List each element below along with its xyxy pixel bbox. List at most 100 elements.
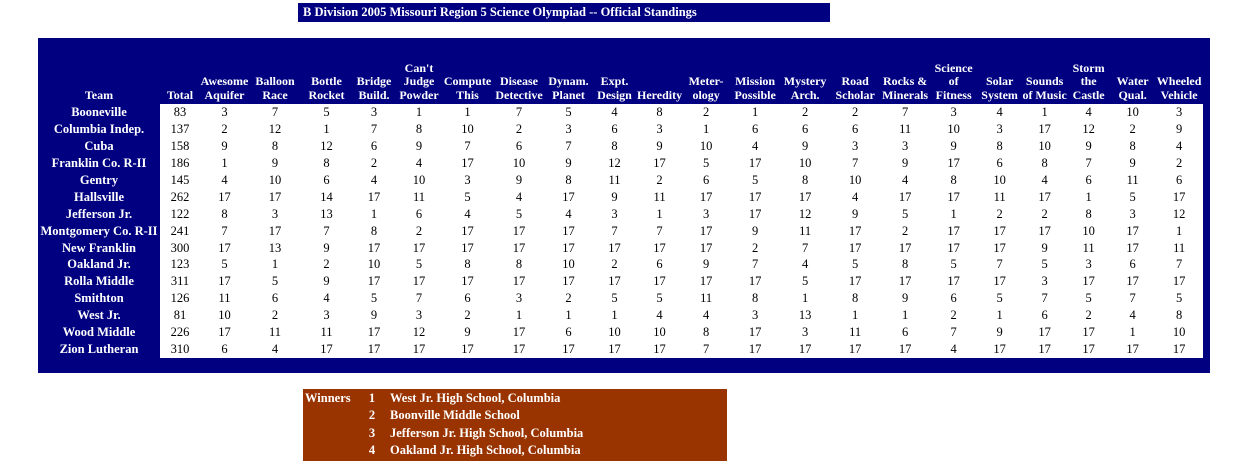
team-name-cell: Jefferson Jr. — [38, 205, 160, 223]
column-header: Sounds of Music — [1022, 38, 1068, 104]
score-cell: 17 — [352, 324, 396, 342]
score-cell: 9 — [1155, 120, 1204, 138]
column-header: Water Qual. — [1110, 38, 1156, 104]
score-cell: 7 — [730, 256, 781, 274]
score-cell: 17 — [352, 188, 396, 206]
score-cell: 1 — [200, 154, 249, 172]
score-cell: 9 — [493, 171, 545, 189]
score-cell: 3 — [1067, 256, 1111, 274]
score-cell: 1 — [493, 307, 545, 325]
score-cell: 17 — [977, 239, 1023, 257]
total-cell: 126 — [160, 290, 200, 308]
score-cell: 17 — [442, 273, 493, 291]
column-header: Can't Judge Powder — [396, 38, 442, 104]
score-cell: 3 — [1022, 273, 1068, 291]
score-cell: 10 — [682, 137, 731, 155]
score-cell: 17 — [545, 188, 592, 206]
score-cell: 10 — [249, 171, 301, 189]
score-cell: 8 — [352, 222, 396, 240]
score-cell: 2 — [780, 104, 831, 121]
score-cell: 17 — [930, 188, 978, 206]
column-header: Bridge Build. — [352, 38, 396, 104]
score-cell: 7 — [780, 239, 831, 257]
score-cell: 5 — [1110, 188, 1156, 206]
score-cell: 3 — [730, 307, 781, 325]
score-cell: 12 — [249, 120, 301, 138]
score-cell: 3 — [977, 120, 1023, 138]
score-cell: 9 — [730, 222, 781, 240]
score-cell: 17 — [1155, 341, 1204, 359]
column-header: Expt. Design — [592, 38, 637, 104]
team-name-cell: Cuba — [38, 137, 160, 155]
score-cell: 2 — [352, 154, 396, 172]
column-header: Rocks & Minerals — [880, 38, 931, 104]
score-cell: 17 — [545, 341, 592, 359]
winner-school: West Jr. High School, Columbia — [390, 391, 561, 405]
winner-row: 2 Boonville Middle School — [303, 407, 727, 424]
score-cell: 1 — [442, 104, 493, 121]
column-header: Dynam. Planet — [545, 38, 592, 104]
table-row: Wood Middle 226 17 11 11 17 12 9 17 6 10 10 8 17 3 11 6 7… — [38, 324, 1204, 342]
score-cell: 12 — [1067, 120, 1111, 138]
score-cell: 6 — [1067, 171, 1111, 189]
score-cell: 2 — [637, 171, 683, 189]
score-cell: 17 — [830, 239, 881, 257]
total-cell: 226 — [160, 324, 200, 342]
score-cell: 17 — [977, 222, 1023, 240]
score-cell: 17 — [493, 273, 545, 291]
score-cell: 6 — [1110, 256, 1156, 274]
score-cell: 9 — [830, 205, 881, 223]
column-header: Wheeled Vehicle — [1155, 38, 1204, 104]
column-header: Mission Possible — [730, 38, 781, 104]
score-cell: 8 — [1110, 137, 1156, 155]
score-cell: 8 — [200, 205, 249, 223]
score-cell: 17 — [442, 239, 493, 257]
score-cell: 6 — [682, 171, 731, 189]
score-cell: 1 — [1022, 104, 1068, 121]
score-cell: 3 — [200, 104, 249, 121]
score-cell: 10 — [493, 154, 545, 172]
score-cell: 5 — [493, 205, 545, 223]
score-cell: 11 — [592, 171, 637, 189]
score-cell: 5 — [880, 205, 931, 223]
score-cell: 4 — [442, 205, 493, 223]
score-cell: 17 — [880, 341, 931, 359]
team-name-cell: Hallsville — [38, 188, 160, 206]
score-cell: 1 — [1110, 324, 1156, 342]
table-row: Smithton 126 11 6 4 5 7 6 3 2 5 5 11 8 1 8 9 6 5 7 5 7 5 — [38, 290, 1204, 308]
score-cell: 17 — [930, 222, 978, 240]
table-row: Franklin Co. R-II 186 1 9 8 2 4 17 10 9 12 17 5 17 10 7… — [38, 154, 1204, 172]
score-cell: 8 — [493, 256, 545, 274]
score-cell: 17 — [1067, 324, 1111, 342]
score-cell: 2 — [880, 222, 931, 240]
winner-rank: 3 — [368, 425, 376, 440]
column-header: Science of Fitness — [930, 38, 978, 104]
score-cell: 3 — [301, 307, 352, 325]
score-cell: 17 — [730, 205, 781, 223]
score-cell: 6 — [780, 120, 831, 138]
team-name-cell: Franklin Co. R-II — [38, 154, 160, 172]
score-cell: 10 — [396, 171, 442, 189]
winner-school: Boonville Middle School — [390, 408, 520, 423]
score-cell: 3 — [1155, 104, 1204, 121]
score-cell: 2 — [545, 290, 592, 308]
score-cell: 17 — [1022, 324, 1068, 342]
score-cell: 8 — [249, 137, 301, 155]
score-cell: 17 — [200, 239, 249, 257]
table-row: Jefferson Jr. 122 8 3 13 1 6 4 5 4 3 1 3 17 12 9 5 1 2 2 8 3 1… — [38, 205, 1204, 223]
score-cell: 1 — [545, 307, 592, 325]
score-cell: 17 — [200, 324, 249, 342]
team-name-cell: Columbia Indep. — [38, 120, 160, 138]
standings-table: Team Total Awesome Aquifer Balloon Race Bott… — [38, 38, 1204, 359]
score-cell: 7 — [830, 154, 881, 172]
score-cell: 9 — [1110, 154, 1156, 172]
score-cell: 9 — [301, 273, 352, 291]
table-row: New Franklin 300 17 13 9 17 17 17 17 17 17 17 17 2 7 17… — [38, 239, 1204, 257]
score-cell: 17 — [249, 188, 301, 206]
score-cell: 7 — [396, 290, 442, 308]
score-cell: 9 — [682, 256, 731, 274]
team-name-cell: Montgomery Co. R-II — [38, 222, 160, 240]
score-cell: 10 — [830, 171, 881, 189]
score-cell: 8 — [780, 171, 831, 189]
score-cell: 17 — [637, 273, 683, 291]
